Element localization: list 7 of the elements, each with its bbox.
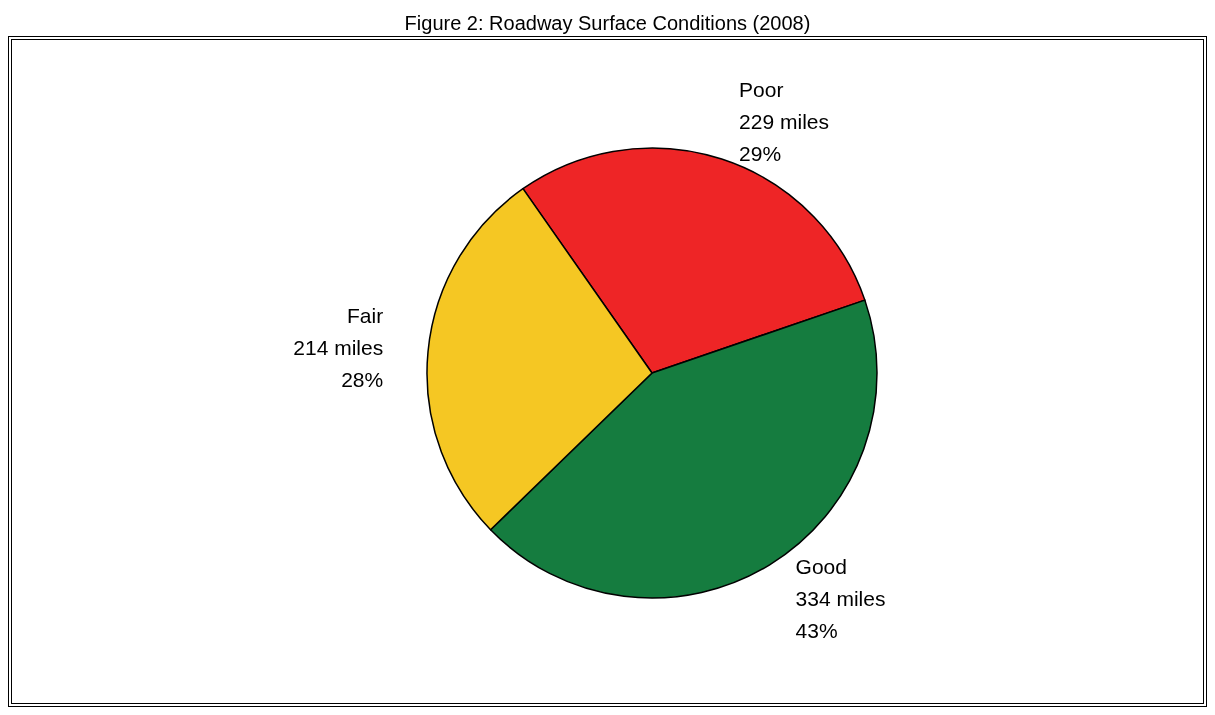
data-label: 334 miles 43% (795, 587, 886, 643)
chart-title: Figure 2: Roadway Surface Conditions (2008) (404, 12, 811, 34)
data-label: 214 miles 28% (293, 336, 384, 392)
slice-label: Good (795, 555, 847, 579)
slice-label: Fair (347, 304, 384, 328)
slice-label: Poor (739, 77, 784, 101)
data-label: 229 miles 29% (739, 109, 829, 165)
